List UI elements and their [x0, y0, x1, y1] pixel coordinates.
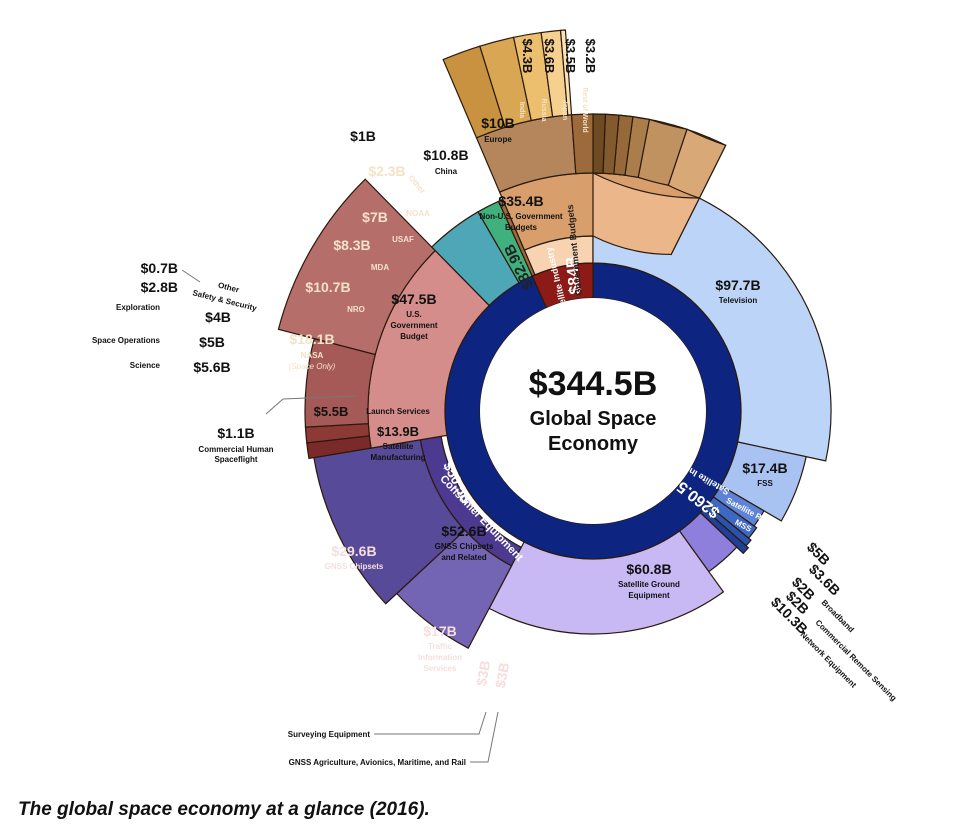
personal-navigation-name-0: Personal Navigation Devices [549, 690, 659, 699]
non-satellite-value: $84B [563, 255, 584, 295]
personal-navigation-name-1: and In-Vehicle Systems [560, 701, 649, 710]
nasa-other-name: Other [217, 281, 240, 295]
country-india-name: India [518, 102, 525, 118]
country-rest-of-world-value: $3.2B [583, 39, 598, 74]
figure-caption: The global space economy at a glance (20… [18, 799, 430, 820]
us-government-budget-name-2: Budget [400, 332, 428, 341]
traffic-information-name-1: Information [418, 653, 462, 662]
television-name-0: Television [719, 296, 758, 305]
satellite-tv-dishes-name-0: Satellite TV Dishes, [693, 646, 767, 655]
television-value: $97.7B [715, 277, 760, 293]
satellite-tv-dishes-name-1: Mobile Satellite [701, 657, 760, 666]
commercial-human-spaceflight-name-0: Commercial Human [198, 445, 273, 454]
center-title-line1: Global Space [530, 408, 657, 430]
traffic-information-name-0: Traffic [428, 642, 453, 651]
agency-other-name: Other [407, 173, 428, 195]
fss-value: $17.4B [742, 460, 787, 476]
commercial-human-spaceflight-name-1: Spaceflight [214, 455, 257, 464]
satellite-tv-dishes-name-2: Terminals, etc. [702, 668, 757, 677]
country-russia-name: Russia [540, 99, 547, 122]
surveying-equipment-value: $3B [492, 661, 512, 689]
satellite-manufacturing-name-0: Satellite [383, 442, 414, 451]
us-government-budget-name-0: U.S. [406, 310, 422, 319]
non-us-government-budget-name-0: Non-U.S. Government [479, 212, 562, 221]
agency-other-value: $1B [350, 128, 376, 144]
country-japan-name: Japan [561, 100, 568, 120]
agency-nasa-name: NASA [301, 351, 324, 360]
nasa-exploration-name: Exploration [116, 303, 160, 312]
commercial-human-spaceflight-value: $1.1B [217, 425, 254, 441]
traffic-information-name-2: Services [424, 664, 457, 673]
nasa-space-operations-name: Space Operations [92, 336, 161, 345]
nasa-exploration-value: $4B [205, 309, 231, 325]
gnss-chipsets-related-value: $52.6B [441, 523, 486, 539]
center-label: $344.5B Global Space Economy [529, 365, 658, 455]
nasa-wedge-other [559, 29, 573, 116]
gnss-chipsets-value: $29.6B [331, 543, 376, 559]
gnss-chipsets-name-0: GNSS Chipsets [325, 562, 384, 571]
traffic-information-value: $17B [423, 623, 456, 639]
nasa-other-value: $0.7B [141, 260, 178, 276]
leader-lines [181, 269, 499, 763]
country-china-name: China [435, 167, 458, 176]
agency-noaa-value: $2.3B [368, 163, 405, 179]
satellite-manufacturing-value: $13.9B [377, 424, 419, 439]
non-us-government-budget-name-1: Budgets [505, 223, 538, 232]
commercial-human-spaceflight-wedge [497, 198, 536, 277]
country-europe-value: $10B [481, 115, 514, 131]
center-circle [480, 298, 706, 524]
satellite-ground-equipment-value: $60.8B [626, 561, 671, 577]
nasa-other-leader [181, 269, 201, 283]
agency-mda-value: $8.3B [333, 237, 370, 253]
gnss-chipsets-related-name-0: GNSS Chipsets [435, 542, 494, 551]
agency-nasa-note: (Space Only) [289, 362, 336, 371]
launch-services-value: $5.5B [314, 404, 349, 419]
agency-mda-name: MDA [371, 263, 389, 272]
country-wedge-rest-of-world [592, 113, 607, 174]
satellite-tv-dishes-value: $18.5B [707, 627, 752, 643]
country-russia-value: $3.6B [542, 39, 557, 74]
launch-services-name: Launch Services [366, 407, 430, 416]
us-government-budget-value: $47.5B [391, 291, 436, 307]
nasa-safety-security-value: $2.8B [141, 279, 178, 295]
agency-nasa-value: $18.1B [289, 331, 334, 347]
nasa-science-name: Science [130, 361, 161, 370]
center-title-line2: Economy [548, 433, 639, 455]
us-government-budget-name-1: Government [390, 321, 437, 330]
agency-nro-name: NRO [347, 305, 365, 314]
agency-nro-value: $10.7B [305, 279, 350, 295]
country-europe-name: Europe [484, 135, 512, 144]
gnss-chipsets-wedge [277, 178, 437, 356]
country-china-value: $10.8B [423, 147, 468, 163]
personal-navigation-value: $32B [587, 671, 620, 687]
nasa-space-operations-value: $5B [199, 334, 225, 350]
non-us-government-budget-wedge [592, 172, 701, 256]
nasa-science-value: $5.6B [193, 359, 230, 375]
human-spaceflight-leader [265, 395, 357, 415]
satellite-ground-equipment-name-1: Equipment [628, 591, 670, 600]
satellite-ground-equipment-name-0: Satellite Ground [618, 580, 680, 589]
country-india-value: $4.3B [520, 39, 535, 74]
agency-usaf-value: $7B [362, 209, 388, 225]
country-rest-of-world-name: Rest of World [581, 87, 588, 132]
gnss-agriculture-name: GNSS Agriculture, Avionics, Maritime, an… [289, 758, 466, 767]
agency-usaf-name: USAF [392, 235, 414, 244]
gnss-agriculture-leader [470, 711, 499, 763]
satellite-manufacturing-name-1: Manufacturing [370, 453, 425, 462]
gnss-agriculture-value: $3B [473, 659, 493, 687]
gnss-chipsets-related-name-1: and Related [441, 553, 486, 562]
surveying-leader [374, 711, 487, 735]
agency-noaa-name: NOAA [406, 209, 430, 218]
chart-wedges [277, 29, 832, 649]
center-value: $344.5B [529, 365, 658, 403]
country-japan-value: $3.5B [563, 39, 578, 74]
fss-name-0: FSS [757, 479, 773, 488]
surveying-equipment-name: Surveying Equipment [288, 730, 371, 739]
non-us-government-budget-value: $35.4B [498, 193, 543, 209]
